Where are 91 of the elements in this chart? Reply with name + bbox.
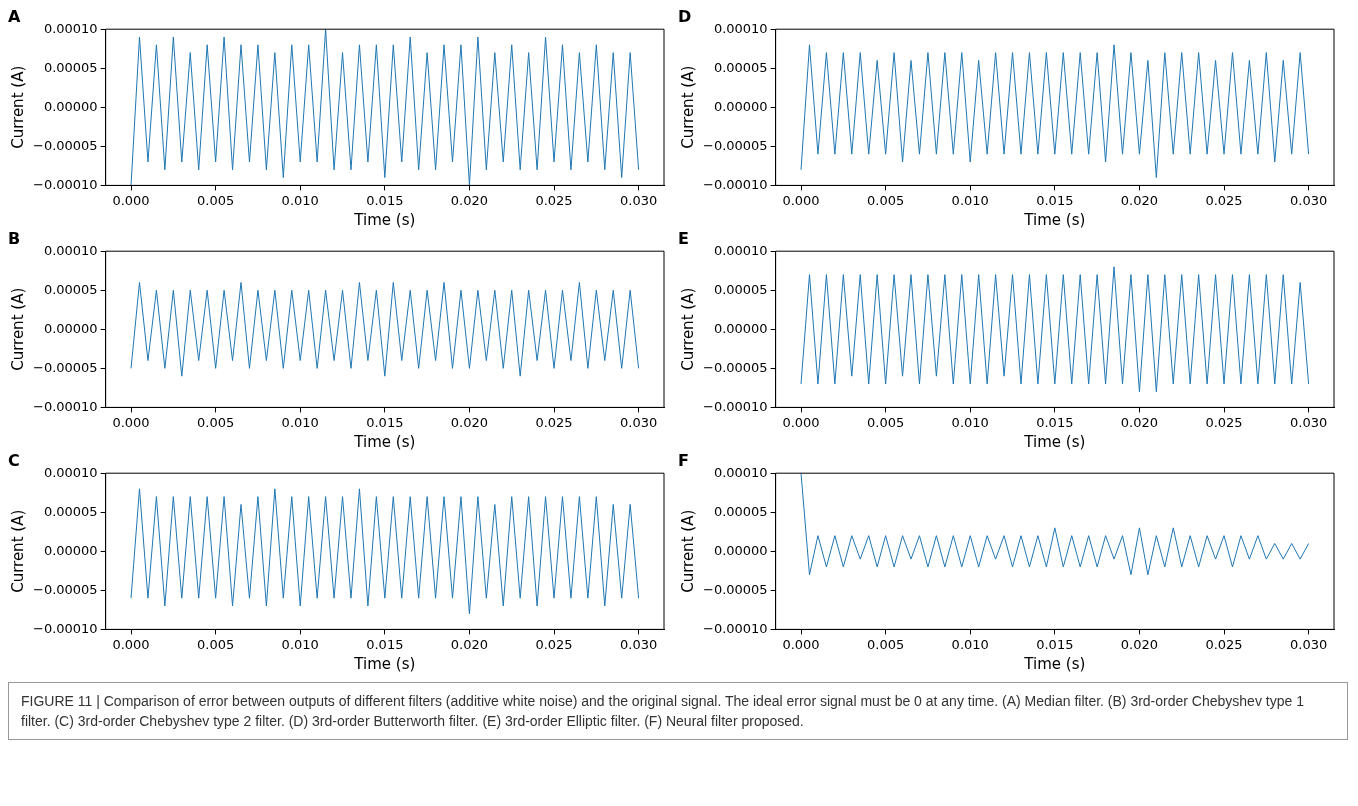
x-axis-title: Time (s) [353, 432, 416, 451]
y-tick-label: −0.00005 [702, 359, 768, 375]
x-tick-label: 0.005 [197, 636, 235, 652]
x-tick-label: 0.000 [782, 192, 820, 208]
y-tick-label: −0.00010 [32, 176, 98, 192]
x-axis-title: Time (s) [353, 654, 416, 673]
x-tick-label: 0.020 [450, 414, 489, 430]
x-tick-label: 0.010 [281, 636, 319, 652]
x-tick-label: 0.010 [951, 414, 989, 430]
x-tick-label: 0.015 [1036, 414, 1074, 430]
x-axis-title: Time (s) [353, 210, 416, 229]
x-tick-label: 0.030 [1290, 636, 1328, 652]
y-axis-title: Current (A) [8, 65, 27, 149]
x-tick-label: 0.005 [197, 192, 235, 208]
y-axis-title: Current (A) [8, 287, 27, 371]
x-tick-label: 0.020 [450, 192, 489, 208]
x-axis-title: Time (s) [1023, 432, 1086, 451]
x-tick-label: 0.010 [951, 636, 989, 652]
x-tick-label: 0.020 [1120, 414, 1159, 430]
chart-title: A [8, 6, 21, 26]
y-tick-label: −0.00010 [32, 620, 98, 636]
x-tick-label: 0.005 [197, 414, 235, 430]
x-tick-label: 0.020 [1120, 636, 1159, 652]
y-tick-label: 0.00005 [43, 503, 98, 519]
x-tick-label: 0.000 [112, 414, 150, 430]
x-tick-label: 0.020 [1120, 192, 1159, 208]
x-tick-label: 0.025 [1205, 636, 1243, 652]
y-tick-label: 0.00010 [43, 242, 98, 258]
x-tick-label: 0.000 [112, 636, 150, 652]
y-tick-label: 0.00000 [713, 98, 768, 114]
x-tick-label: 0.005 [867, 636, 905, 652]
x-tick-label: 0.025 [535, 192, 573, 208]
x-tick-label: 0.005 [867, 192, 905, 208]
y-tick-label: 0.00010 [43, 464, 98, 480]
y-axis-title: Current (A) [678, 65, 697, 149]
y-axis-title: Current (A) [8, 509, 27, 593]
x-tick-label: 0.030 [620, 192, 658, 208]
y-tick-label: 0.00010 [713, 464, 768, 480]
x-tick-label: 0.005 [867, 414, 905, 430]
y-tick-label: 0.00000 [43, 542, 98, 558]
chart-title: F [678, 450, 689, 470]
x-tick-label: 0.015 [366, 636, 404, 652]
x-tick-label: 0.025 [1205, 192, 1243, 208]
y-tick-label: 0.00005 [43, 59, 98, 75]
x-tick-label: 0.030 [620, 414, 658, 430]
y-tick-label: −0.00010 [702, 176, 768, 192]
y-tick-label: −0.00010 [702, 398, 768, 414]
x-tick-label: 0.010 [281, 192, 319, 208]
y-tick-label: 0.00000 [713, 320, 768, 336]
y-axis-title: Current (A) [678, 287, 697, 371]
x-tick-label: 0.030 [620, 636, 658, 652]
y-tick-label: 0.00005 [713, 59, 768, 75]
x-tick-label: 0.020 [450, 636, 489, 652]
y-tick-label: −0.00005 [32, 359, 98, 375]
x-tick-label: 0.015 [1036, 192, 1074, 208]
y-tick-label: 0.00005 [43, 281, 98, 297]
y-tick-label: 0.00000 [713, 542, 768, 558]
y-tick-label: 0.00000 [43, 98, 98, 114]
y-tick-label: 0.00005 [713, 503, 768, 519]
y-tick-label: 0.00010 [713, 20, 768, 36]
y-tick-label: −0.00010 [702, 620, 768, 636]
x-axis-title: Time (s) [1023, 210, 1086, 229]
y-tick-label: 0.00005 [713, 281, 768, 297]
y-tick-label: −0.00005 [32, 581, 98, 597]
x-tick-label: 0.000 [112, 192, 150, 208]
x-tick-label: 0.015 [366, 192, 404, 208]
y-tick-label: 0.00010 [43, 20, 98, 36]
y-tick-label: −0.00010 [32, 398, 98, 414]
chart-title: C [8, 450, 20, 470]
x-tick-label: 0.000 [782, 636, 820, 652]
x-tick-label: 0.000 [782, 414, 820, 430]
x-tick-label: 0.025 [535, 636, 573, 652]
x-axis-title: Time (s) [1023, 654, 1086, 673]
y-axis-title: Current (A) [678, 509, 697, 593]
x-tick-label: 0.025 [535, 414, 573, 430]
x-tick-label: 0.015 [366, 414, 404, 430]
y-tick-label: −0.00005 [702, 137, 768, 153]
x-tick-label: 0.015 [1036, 636, 1074, 652]
x-tick-label: 0.030 [1290, 192, 1328, 208]
x-tick-label: 0.030 [1290, 414, 1328, 430]
chart-title: B [8, 228, 21, 248]
y-tick-label: 0.00000 [43, 320, 98, 336]
chart-title: D [678, 6, 692, 26]
y-tick-label: 0.00010 [713, 242, 768, 258]
y-tick-label: −0.00005 [702, 581, 768, 597]
y-tick-label: −0.00005 [32, 137, 98, 153]
chart-title: E [678, 228, 689, 248]
x-tick-label: 0.010 [281, 414, 319, 430]
caption: FIGURE 11 | Comparison of error between outputs of different filters (additive white noise) and the original signal. The ideal error signal must be 0 at any time. (A) Median filter. (B) 3rd-order Chebyshev type 1 filter. (C) 3rd-order Chebyshev type 2 filter. (D) 3rd-order Butterworth filter. (E) 3rd-order Elliptic filter. (F) Neural filter proposed. [8, 682, 1348, 740]
x-tick-label: 0.010 [951, 192, 989, 208]
x-tick-label: 0.025 [1205, 414, 1243, 430]
